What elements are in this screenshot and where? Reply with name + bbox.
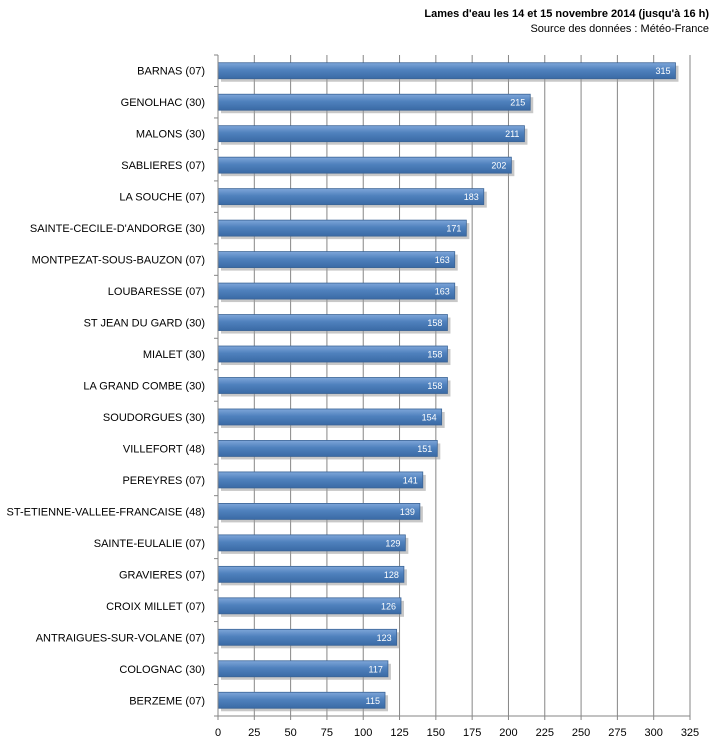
bars: 315 215 211 202 183 171 163 163 158 158 158 154 151 1… [217,62,679,712]
bar [217,93,531,111]
data-label: 126 [381,601,396,611]
category-label: PEREYRES (07) [122,475,205,487]
data-label: 171 [446,224,461,234]
category-label: BARNAS (07) [137,66,205,78]
category-label: VILLEFORT (48) [123,443,205,455]
bar [217,628,398,646]
bar [217,345,448,363]
category-label: ST JEAN DU GARD (30) [84,318,205,330]
bar [217,565,405,583]
data-label: 202 [491,161,506,171]
data-label: 158 [427,318,442,328]
bar [217,691,386,709]
category-label: ANTRAIGUES-SUR-VOLANE (07) [36,632,205,644]
bar [217,125,525,143]
category-label: CROIX MILLET (07) [106,601,205,613]
data-label: 115 [366,696,380,706]
bar [217,503,421,520]
category-label: SOUDORGUES (30) [103,412,205,424]
x-tick-label: 100 [354,727,372,739]
x-tick-label: 250 [572,727,590,739]
x-tick-label: 150 [427,727,445,739]
category-label: SAINTE-CECILE-D'ANDORGE (30) [30,223,205,235]
bar [217,282,456,300]
data-label: 151 [417,444,432,454]
chart-title: Lames d'eau les 14 et 15 novembre 2014 (… [424,8,709,20]
category-label: MIALET (30) [143,349,205,361]
data-label: 163 [435,255,450,265]
category-label: LA GRAND COMBE (30) [83,381,205,393]
category-label: MONTPEZAT-SOUS-BAUZON (07) [32,255,205,267]
category-labels: BARNAS (07) GENOLHAC (30) MALONS (30) SABLI… [7,54,218,717]
data-label: 211 [505,129,519,139]
category-label: GRAVIERES (07) [119,569,205,581]
bar [217,440,438,457]
bar [217,660,389,678]
data-label: 154 [422,412,437,422]
category-label: LOUBARESSE (07) [108,286,205,298]
bar [217,219,467,237]
bar [217,471,424,489]
category-label: SAINTE-EULALIE (07) [94,538,205,550]
x-tick-label: 275 [608,727,626,739]
data-label: 123 [377,633,392,643]
bar [217,251,456,268]
x-tick-label: 0 [215,727,221,739]
category-label: BERZEME (07) [129,695,205,707]
bar [217,408,443,426]
data-label: 117 [369,664,383,674]
x-tick-label: 325 [681,727,699,739]
category-label: COLOGNAC (30) [119,664,205,676]
x-tick-label: 50 [284,727,296,739]
x-tick-label: 200 [499,727,517,739]
data-label: 158 [427,381,442,391]
x-tick-labels: 0 25 50 75 100 125 150 175 200 225 250 275 300 325 [215,727,699,739]
category-label: SABLIERES (07) [121,160,205,172]
data-label: 183 [464,192,479,202]
bar [217,62,676,80]
category-label: GENOLHAC (30) [121,97,205,109]
data-label: 158 [427,350,442,360]
x-tick-label: 225 [536,727,554,739]
bar [217,597,402,615]
category-label: LA SOUCHE (07) [119,192,205,204]
x-tick-label: 125 [390,727,408,739]
bar [217,188,485,206]
x-tick-label: 75 [321,727,333,739]
x-tick-label: 175 [463,727,481,739]
data-label: 315 [655,66,670,76]
bar [217,534,406,552]
x-tick-label: 25 [248,727,260,739]
data-label: 129 [385,538,400,548]
x-tick-label: 300 [645,727,663,739]
data-label: 139 [400,507,415,517]
category-label: ST-ETIENNE-VALLEE-FRANCAISE (48) [7,506,205,518]
data-label: 163 [435,287,450,297]
chart-subtitle: Source des données : Météo-France [530,23,709,35]
bar [217,156,512,174]
bar [217,314,448,331]
data-label: 128 [384,570,399,580]
data-label: 215 [510,98,525,108]
bar [217,377,448,394]
category-label: MALONS (30) [136,129,205,141]
data-label: 141 [403,475,418,485]
